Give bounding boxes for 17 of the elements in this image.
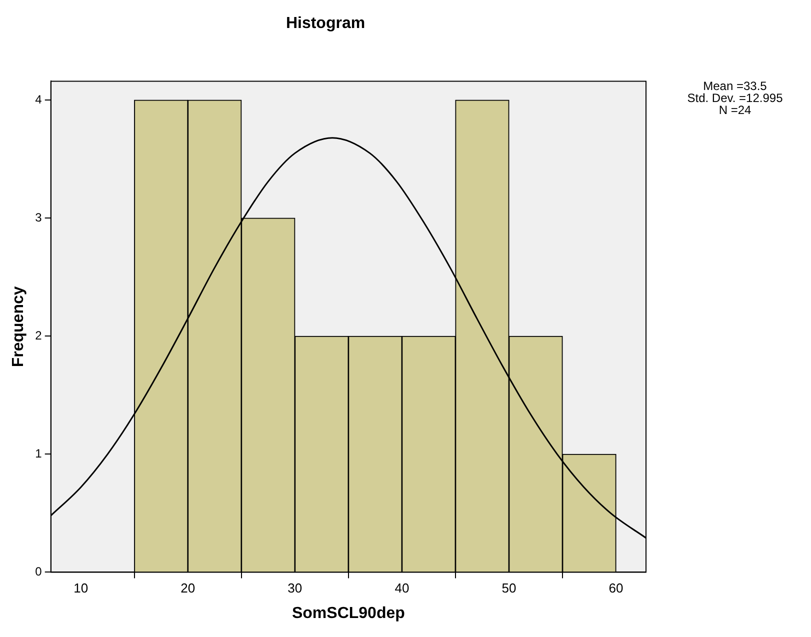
y-tick-label: 1 [35,446,42,460]
x-tick-label: 60 [608,580,624,596]
y-tick-label: 2 [35,328,42,342]
x-tick-label: 30 [288,580,302,596]
x-axis-title: SomSCL90dep [292,604,406,622]
x-tick-label: 10 [74,580,88,596]
y-tick-label: 0 [35,564,42,579]
chart-title: Histogram [286,15,366,32]
y-axis-title: Frequency [10,286,28,368]
text: Mean =33.5 [702,79,768,93]
text: Std. Dev. =12.995 [686,91,784,105]
text: N =24 [718,103,752,117]
y-tick-label: 3 [35,210,42,224]
x-tick-label: 50 [502,580,516,596]
y-tick-label: 4 [35,92,42,106]
x-tick-label: 40 [394,580,410,596]
x-tick-label: 20 [180,580,196,596]
